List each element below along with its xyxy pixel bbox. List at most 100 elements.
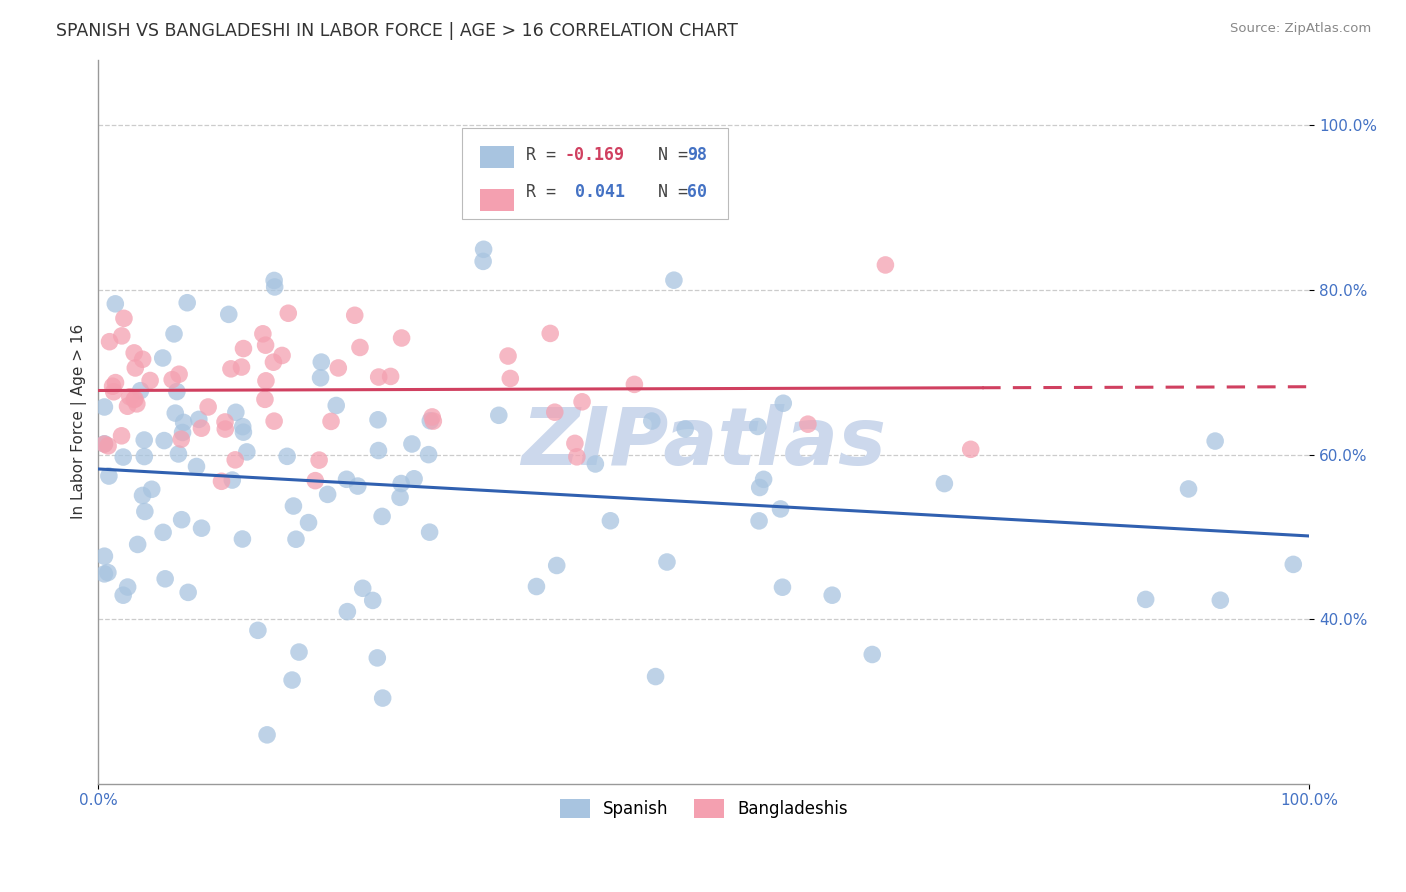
Point — [472, 242, 495, 256]
Point — [93, 437, 115, 451]
Point — [127, 537, 149, 551]
Point — [118, 390, 141, 404]
Point — [125, 397, 148, 411]
Text: N =: N = — [638, 183, 699, 201]
Point — [959, 442, 981, 457]
Point — [564, 436, 586, 450]
Point — [276, 450, 298, 464]
Text: -0.169: -0.169 — [565, 146, 624, 164]
Point — [277, 306, 299, 320]
Point — [170, 513, 193, 527]
Point — [131, 488, 153, 502]
Point — [232, 342, 254, 356]
Text: ZIPatlas: ZIPatlas — [522, 404, 886, 483]
Point — [187, 412, 209, 426]
Point — [93, 566, 115, 581]
Text: SPANISH VS BANGLADESHI IN LABOR FORCE | AGE > 16 CORRELATION CHART: SPANISH VS BANGLADESHI IN LABOR FORCE | … — [56, 22, 738, 40]
Point — [263, 273, 285, 287]
Point — [236, 445, 259, 459]
Point — [252, 326, 274, 341]
Point — [860, 648, 883, 662]
Point — [134, 433, 156, 447]
Point — [747, 419, 769, 434]
Point — [263, 414, 285, 428]
Point — [419, 414, 441, 428]
Text: 0.041: 0.041 — [565, 183, 624, 201]
Point — [571, 394, 593, 409]
Point — [346, 479, 368, 493]
Point — [104, 376, 127, 390]
Point — [352, 581, 374, 595]
FancyBboxPatch shape — [479, 189, 513, 211]
Point — [152, 351, 174, 365]
Point — [134, 504, 156, 518]
Point — [401, 437, 423, 451]
Point — [673, 422, 696, 436]
Point — [153, 572, 176, 586]
Point — [256, 728, 278, 742]
Point — [655, 555, 678, 569]
Point — [472, 254, 495, 268]
Point — [167, 447, 190, 461]
Point — [797, 417, 820, 432]
Point — [254, 374, 277, 388]
Point — [177, 585, 200, 599]
Point — [769, 502, 792, 516]
Point — [319, 414, 342, 428]
Point — [124, 361, 146, 376]
Point — [875, 258, 897, 272]
Point — [316, 487, 339, 501]
Point — [404, 472, 426, 486]
Point — [288, 645, 311, 659]
Point — [389, 476, 412, 491]
Point — [190, 521, 212, 535]
Point — [224, 453, 246, 467]
Point — [122, 392, 145, 407]
Point — [304, 474, 326, 488]
Point — [173, 416, 195, 430]
Point — [122, 346, 145, 360]
Point — [153, 434, 176, 448]
Point — [129, 384, 152, 398]
Point — [112, 588, 135, 602]
Point — [418, 448, 440, 462]
Point — [211, 475, 233, 489]
Point — [97, 469, 120, 483]
Point — [232, 419, 254, 434]
Point — [308, 453, 330, 467]
Point — [110, 429, 132, 443]
Point — [112, 311, 135, 326]
Point — [371, 509, 394, 524]
Text: R =: R = — [526, 146, 565, 164]
Text: Source: ZipAtlas.com: Source: ZipAtlas.com — [1230, 22, 1371, 36]
Point — [1209, 593, 1232, 607]
Point — [160, 373, 183, 387]
Point — [336, 605, 359, 619]
Point — [246, 624, 269, 638]
Point — [772, 580, 794, 594]
Point — [141, 483, 163, 497]
Point — [221, 473, 243, 487]
Point — [101, 379, 124, 393]
Point — [644, 669, 666, 683]
Point — [271, 348, 294, 362]
Point — [662, 273, 685, 287]
Point — [166, 384, 188, 399]
Point — [172, 425, 194, 440]
Point — [366, 651, 388, 665]
Point — [197, 400, 219, 414]
Point — [422, 414, 444, 428]
Point — [98, 334, 121, 349]
Point — [565, 450, 588, 464]
Point — [496, 349, 519, 363]
Point — [343, 308, 366, 322]
Point — [134, 450, 156, 464]
Point — [281, 673, 304, 687]
Point — [583, 457, 606, 471]
Point — [419, 525, 441, 540]
Point — [623, 377, 645, 392]
Point — [328, 360, 350, 375]
Point — [380, 369, 402, 384]
Point — [283, 499, 305, 513]
Point — [214, 422, 236, 436]
